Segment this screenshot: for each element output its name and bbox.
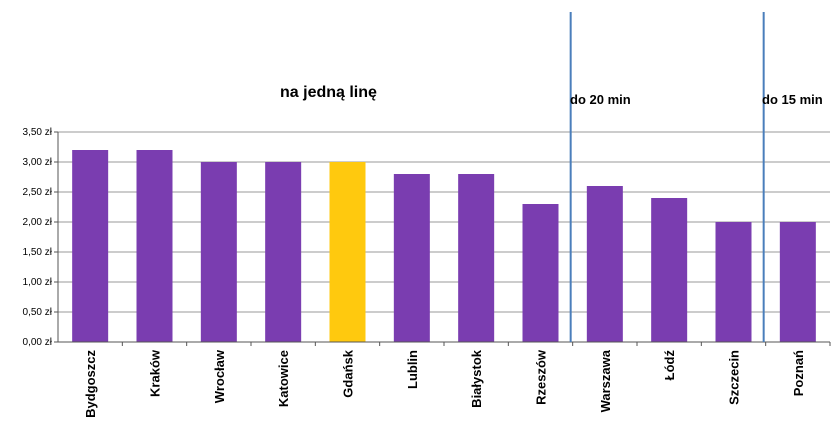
x-tick-label: Rzeszów xyxy=(534,349,549,405)
y-tick-label: 0,00 zł xyxy=(23,337,53,348)
bars xyxy=(72,150,816,342)
y-tick-labels: 0,00 zł 0,50 zł 1,00 zł 1,50 zł 2,00 zł 2,50 … xyxy=(23,127,53,348)
y-tick-label: 3,50 zł xyxy=(23,127,53,138)
x-tick-label: Szczecin xyxy=(727,350,742,405)
bar-1 xyxy=(72,150,109,342)
x-tick-label: Kraków xyxy=(148,349,163,397)
bar-12 xyxy=(779,222,816,342)
gridlines xyxy=(58,131,830,313)
x-tick-labels: Bydgoszcz Kraków Wrocław Katowice Gdańsk Lubl… xyxy=(83,349,806,418)
bar-3 xyxy=(200,162,237,342)
y-tick-label: 2,00 zł xyxy=(23,217,53,228)
bar-10 xyxy=(651,198,688,342)
bar-9 xyxy=(586,186,623,342)
bar-4 xyxy=(265,162,302,342)
x-tick-label: Katowice xyxy=(276,350,291,407)
group-dividers xyxy=(569,12,765,342)
annotation-20-min: do 20 min xyxy=(570,92,631,107)
x-tick-label: Poznań xyxy=(791,350,806,396)
annotation-one-line: na jedną linę xyxy=(280,84,377,101)
y-tick-label: 3,00 zł xyxy=(23,157,53,168)
bar-11 xyxy=(715,222,752,342)
x-tick-label: Białystok xyxy=(469,349,484,408)
x-tick-label: Bydgoszcz xyxy=(83,350,98,418)
y-tick-label: 0,50 zł xyxy=(23,307,53,318)
y-tick-label: 1,50 zł xyxy=(23,247,53,258)
x-tick-label: Łódź xyxy=(662,350,677,381)
x-tick-label: Gdańsk xyxy=(341,349,356,397)
annotation-15-min: do 15 min xyxy=(762,92,823,107)
x-tick-label: Lublin xyxy=(405,350,420,389)
bar-8 xyxy=(522,204,559,342)
bar-5 xyxy=(329,162,366,342)
x-tick-label: Warszawa xyxy=(598,349,613,412)
bar-6 xyxy=(393,174,430,342)
axes xyxy=(54,131,831,346)
bar-2 xyxy=(136,150,173,342)
x-tick-label: Wrocław xyxy=(212,349,227,403)
bar-7 xyxy=(458,174,495,342)
y-tick-label: 1,00 zł xyxy=(23,277,53,288)
y-tick-label: 2,50 zł xyxy=(23,187,53,198)
